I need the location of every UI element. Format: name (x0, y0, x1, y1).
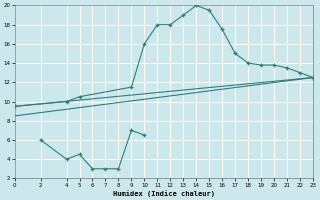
X-axis label: Humidex (Indice chaleur): Humidex (Indice chaleur) (113, 190, 215, 197)
